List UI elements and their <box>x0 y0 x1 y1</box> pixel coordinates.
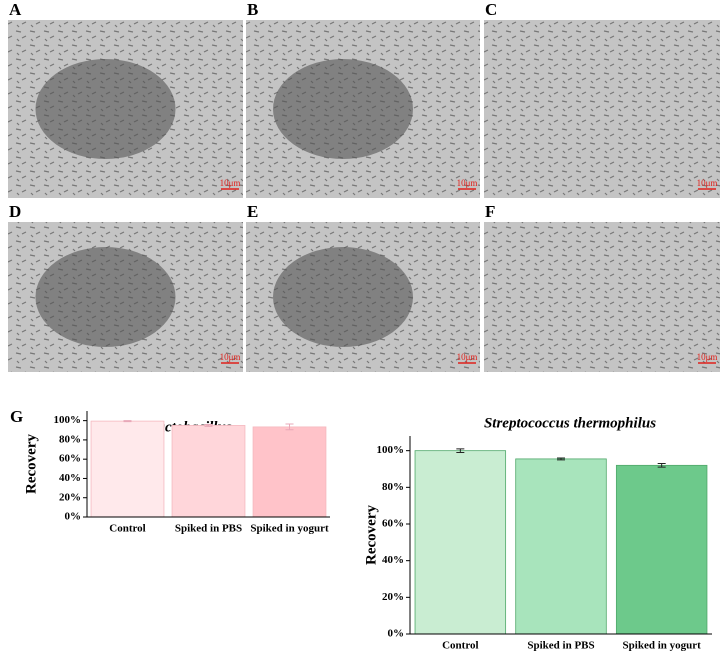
panel-label: A <box>9 0 22 19</box>
scale-label: 10μm <box>220 352 241 362</box>
bar <box>414 450 507 635</box>
x-tick-label: Control <box>109 523 145 535</box>
panel-label: G <box>10 407 23 426</box>
scale-label: 10μm <box>697 352 718 362</box>
scale-label: 10μm <box>457 352 478 362</box>
axes <box>86 411 330 518</box>
cell-cluster <box>35 59 176 159</box>
x-tick-label: Control <box>442 640 478 652</box>
micrograph <box>484 20 720 198</box>
axes <box>409 436 712 635</box>
bar <box>90 420 165 518</box>
bar <box>515 458 607 635</box>
y-tick-label: 60% <box>382 518 404 530</box>
y-tick-label: 0% <box>65 511 82 523</box>
cell-cluster <box>35 247 176 347</box>
error-bar <box>456 448 465 453</box>
y-tick-label: 100% <box>377 444 405 456</box>
y-tick-label: 40% <box>382 554 404 566</box>
y-tick-label: 80% <box>382 481 404 493</box>
scale-label: 10μm <box>220 178 241 188</box>
y-axis-label: Recovery <box>23 434 39 494</box>
y-tick-label: 100% <box>54 414 82 426</box>
y-tick-label: 20% <box>59 491 81 503</box>
chart-title: Streptococcus thermophilus <box>484 415 656 431</box>
error-bar <box>657 463 666 468</box>
scale-label: 10μm <box>697 178 718 188</box>
y-tick-label: 40% <box>59 472 81 484</box>
panel-label: E <box>247 202 258 221</box>
x-tick-label: Spiked in yogurt <box>623 640 702 652</box>
scale-label: 10μm <box>457 178 478 188</box>
micrograph <box>484 222 720 372</box>
error-bar <box>204 423 213 427</box>
x-tick-label: Spiked in PBS <box>175 523 242 535</box>
y-axis-label: Recovery <box>363 505 379 565</box>
y-tick-label: 0% <box>388 628 405 640</box>
bar <box>252 426 327 518</box>
x-tick-label: Spiked in PBS <box>527 640 594 652</box>
panel-label: D <box>9 202 21 221</box>
bar <box>615 464 708 635</box>
cell-cluster <box>273 59 413 159</box>
x-tick-label: Spiked in yogurt <box>250 523 329 535</box>
cell-cluster <box>273 247 413 347</box>
y-tick-label: 60% <box>59 453 81 465</box>
y-tick-label: 20% <box>382 591 404 603</box>
panel-label: C <box>485 0 497 19</box>
error-bar <box>123 420 132 423</box>
error-bar <box>557 457 565 461</box>
error-bar <box>285 423 294 431</box>
bar <box>171 425 246 518</box>
y-tick-label: 80% <box>59 433 81 445</box>
panel-label: F <box>485 202 495 221</box>
panel-label: B <box>247 0 258 19</box>
